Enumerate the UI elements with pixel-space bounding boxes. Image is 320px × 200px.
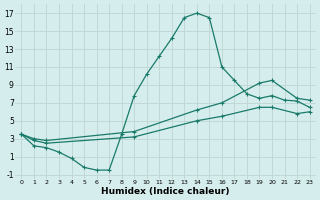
X-axis label: Humidex (Indice chaleur): Humidex (Indice chaleur) [101,187,230,196]
